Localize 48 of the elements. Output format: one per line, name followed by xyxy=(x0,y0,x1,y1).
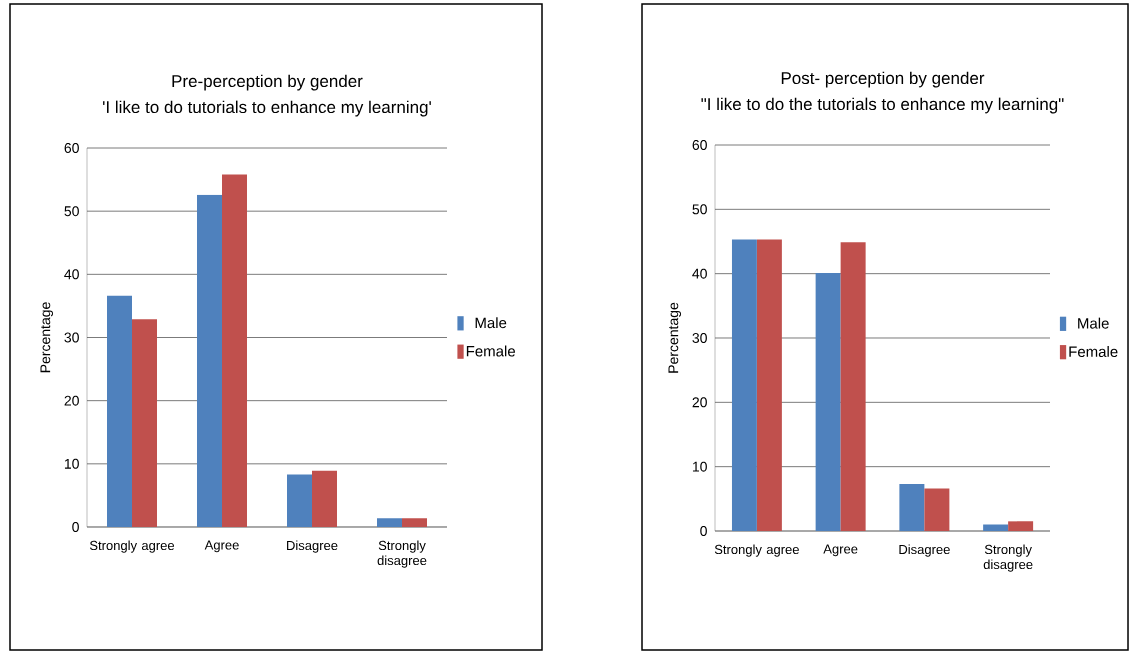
bar xyxy=(132,319,157,527)
bar xyxy=(731,239,757,531)
chart-title: Pre-perception by gender xyxy=(172,74,363,91)
x-tick-label: Disagree xyxy=(899,544,950,557)
bar xyxy=(815,273,841,531)
y-tick-label: 60 xyxy=(692,140,707,150)
y-tick-label: 40 xyxy=(64,269,79,280)
x-tick-label: Agree xyxy=(823,544,858,557)
bar xyxy=(222,174,247,527)
bar xyxy=(1008,521,1034,531)
y-tick-label: 20 xyxy=(64,395,79,406)
y-tick-label: 40 xyxy=(692,268,707,279)
x-tick-label: Disagree xyxy=(287,540,338,553)
x-tick-label: Strongly disagree xyxy=(377,540,427,568)
bar xyxy=(377,518,402,527)
x-tick-label: Strongly agree xyxy=(89,540,175,553)
y-tick-label: 60 xyxy=(64,143,79,153)
bar xyxy=(924,488,950,531)
bar xyxy=(312,470,337,527)
y-axis-title: Percentage xyxy=(40,302,54,373)
bar xyxy=(287,474,312,527)
legend-label: Female xyxy=(1069,346,1118,358)
y-tick-label: 30 xyxy=(692,333,707,343)
bar xyxy=(197,194,222,527)
bar xyxy=(983,524,1009,531)
y-tick-label: 50 xyxy=(692,204,707,215)
bar xyxy=(899,484,925,531)
y-tick-label: 20 xyxy=(692,397,707,408)
x-tick-label: Strongly agree xyxy=(714,544,799,557)
legend-label: Female xyxy=(466,345,515,357)
x-tick-label: Agree xyxy=(204,540,239,553)
bar xyxy=(402,518,427,527)
chart-subtitle: 'I like to do tutorials to enhance my learning' xyxy=(103,100,431,117)
bar xyxy=(840,242,866,531)
y-tick-label: 50 xyxy=(64,206,79,217)
chart-title: Post- perception by gender xyxy=(781,71,985,88)
x-tick-label: Strongly disagree xyxy=(983,544,1033,572)
y-tick-label: 10 xyxy=(64,458,79,469)
legend-label: Male xyxy=(1078,317,1109,329)
y-tick-label: 0 xyxy=(72,522,79,532)
bar xyxy=(107,295,132,527)
bar xyxy=(756,239,782,531)
y-tick-label: 10 xyxy=(692,461,707,472)
chart-subtitle: "I like to do the tutorials to enhance my learning" xyxy=(701,97,1064,114)
y-axis-title: Percentage xyxy=(668,302,682,373)
y-tick-label: 0 xyxy=(700,526,707,536)
y-tick-label: 30 xyxy=(64,332,79,343)
legend-label: Male xyxy=(475,317,507,329)
